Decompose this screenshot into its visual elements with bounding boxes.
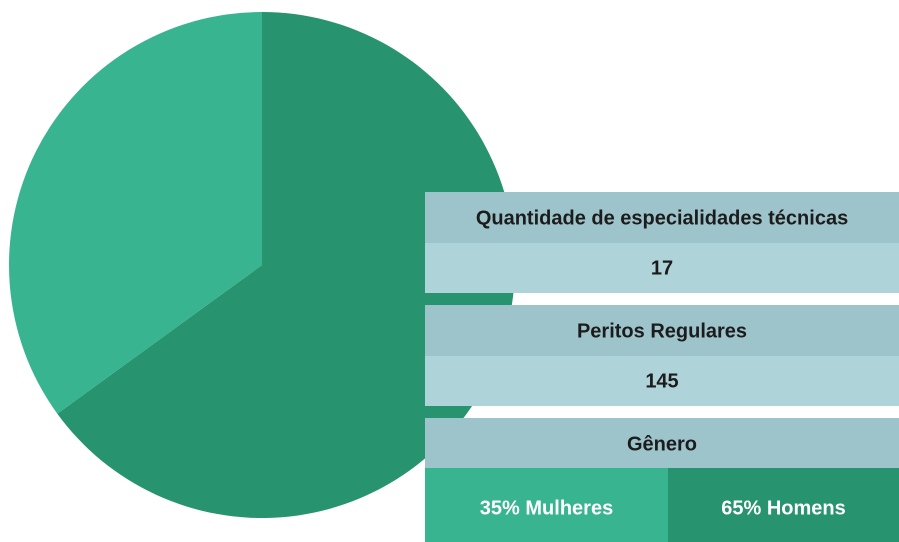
gender-label: 35% Mulheres xyxy=(480,497,613,519)
table-value-cell xyxy=(425,243,899,293)
table-header-cell xyxy=(425,418,899,469)
table-header-cell xyxy=(425,192,899,243)
table-value: 145 xyxy=(645,370,678,392)
gender-cell xyxy=(425,468,668,542)
gender-cell xyxy=(668,468,899,542)
table-value: 17 xyxy=(651,257,673,279)
pie-slice xyxy=(57,12,516,518)
table-value-cell xyxy=(425,356,899,406)
pie-slice xyxy=(9,12,262,414)
table-header: Quantidade de especialidades técnicas xyxy=(476,207,848,229)
table-header-cell xyxy=(425,305,899,356)
table-header: Peritos Regulares xyxy=(577,320,747,342)
table-header: Gênero xyxy=(627,433,697,455)
gender-label: 65% Homens xyxy=(721,497,846,519)
